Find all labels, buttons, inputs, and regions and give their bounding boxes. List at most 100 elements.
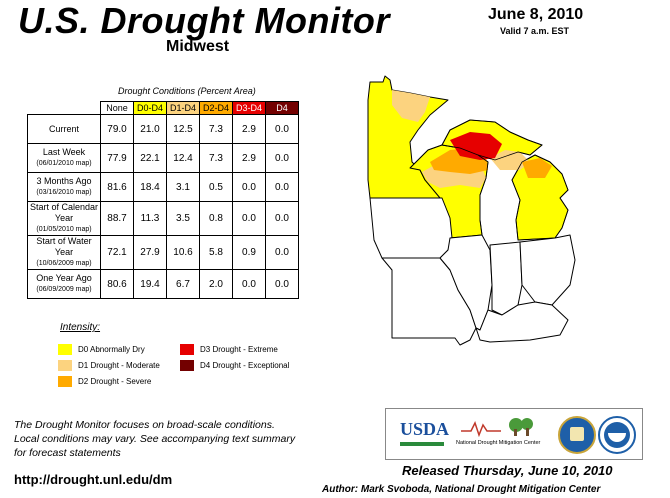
d3-area (450, 132, 502, 160)
table-row: 3 Months Ago (03/16/2010 map) 81.6 18.4 3… (27, 172, 299, 202)
ohio-outline (519, 234, 576, 306)
table-cell: 6.7 (166, 269, 200, 299)
region-label: Midwest (166, 38, 230, 55)
table-cell: 88.7 (100, 201, 134, 236)
table-cell: 11.3 (133, 201, 167, 236)
table-row: Last Week (06/01/2010 map) 77.9 22.1 12.4… (27, 143, 299, 173)
table-cell: 0.8 (199, 201, 233, 236)
d1-area-minnesota (392, 90, 430, 122)
website-link[interactable]: http://drought.unl.edu/dm (14, 472, 173, 487)
table-cell: 72.1 (100, 235, 134, 270)
row-label-text: Start of Calendar Year (29, 202, 99, 223)
state-border-up (441, 119, 543, 161)
col-header: None (100, 101, 134, 115)
row-label: Start of Water Year (10/06/2009 map) (27, 235, 101, 270)
kentucky-outline (475, 301, 569, 343)
table-cell: 2.9 (232, 114, 266, 144)
row-label-date: (01/05/2010 map) (36, 226, 92, 233)
table-cell: 5.8 (199, 235, 233, 270)
row-label: 3 Months Ago (03/16/2010 map) (27, 172, 101, 202)
table-cell: 0.0 (232, 269, 266, 299)
disclaimer-text: The Drought Monitor focuses on broad-sca… (14, 418, 344, 460)
legend-label-d1: D1 Drought - Moderate (78, 361, 160, 370)
legend-swatch-d0 (58, 344, 72, 355)
state-border-mn-wi (409, 144, 489, 236)
table-row: Current 79.0 21.0 12.5 7.3 2.9 0.0 (27, 114, 299, 144)
legend-swatch-d3 (180, 344, 194, 355)
table-cell: 0.9 (232, 235, 266, 270)
noaa-logo-gull-icon (608, 433, 626, 442)
legend-swatch-d1 (58, 360, 72, 371)
legend-label-d3: D3 Drought - Extreme (200, 345, 278, 354)
row-label: Current (27, 114, 101, 144)
author-credit: Author: Mark Svoboda, National Drought M… (322, 484, 601, 495)
row-label-text: Start of Water Year (36, 236, 92, 257)
legend-title: Intensity: (60, 322, 101, 333)
table-cell: 79.0 (100, 114, 134, 144)
table-corner (28, 102, 101, 115)
row-label-text: Current (48, 123, 79, 134)
col-header: D2-D4 (199, 101, 233, 115)
map-title: U.S. Drought Monitor (18, 0, 390, 41)
legend-swatch-d4 (180, 360, 194, 371)
ndmc-logo-graphic (461, 415, 541, 438)
legend-label-d0: D0 Abnormally Dry (78, 345, 145, 354)
disclaimer-line: for forecast statements (14, 447, 121, 459)
row-label-date: (06/09/2009 map) (36, 286, 92, 293)
table-row: One Year Ago (06/09/2009 map) 80.6 19.4 6… (27, 269, 299, 299)
col-header: D0-D4 (133, 101, 167, 115)
table-cell: 21.0 (133, 114, 167, 144)
table-caption: Drought Conditions (Percent Area) (118, 86, 256, 96)
commerce-seal-icon (558, 416, 596, 454)
table-cell: 81.6 (100, 172, 134, 202)
valid-time: Valid 7 a.m. EST (500, 26, 570, 36)
usda-logo-stripe (400, 442, 444, 446)
logo-bar: USDA National Drought Mitigation Center (385, 408, 643, 460)
col-header: D4 (265, 101, 299, 115)
table-cell: 3.1 (166, 172, 200, 202)
d2-area-lp (522, 158, 552, 178)
table-cell: 0.0 (232, 201, 266, 236)
row-label-text: 3 Months Ago (36, 176, 92, 186)
release-date: Released Thursday, June 10, 2010 (402, 463, 613, 478)
col-header: D3-D4 (232, 101, 266, 115)
table-cell: 0.0 (265, 143, 299, 173)
table-cell: 2.0 (199, 269, 233, 299)
table-cell: 7.3 (199, 143, 233, 173)
table-cell: 2.9 (232, 143, 266, 173)
table-row: Start of Water Year (10/06/2009 map) 72.1… (27, 235, 299, 270)
table-row: Start of Calendar Year (01/05/2010 map) 8… (27, 201, 299, 236)
table-header-row: None D0-D4 D1-D4 D2-D4 D3-D4 D4 (28, 101, 299, 115)
table-cell: 0.0 (265, 114, 299, 144)
table-cell: 12.5 (166, 114, 200, 144)
row-label: Start of Calendar Year (01/05/2010 map) (27, 201, 101, 236)
legend-swatch-d2 (58, 376, 72, 387)
disclaimer-line: The Drought Monitor focuses on broad-sca… (14, 419, 275, 431)
ndmc-logo-icon (461, 418, 533, 438)
indiana-outline (489, 241, 523, 316)
iowa-outline (369, 197, 453, 259)
table-cell: 0.0 (265, 172, 299, 202)
table-cell: 0.0 (265, 235, 299, 270)
legend-label-d4: D4 Drought - Exceptional (200, 361, 290, 370)
table-cell: 22.1 (133, 143, 167, 173)
usda-logo: USDA (400, 419, 450, 439)
row-label: Last Week (06/01/2010 map) (27, 143, 101, 173)
table-cell: 10.6 (166, 235, 200, 270)
table-cell: 3.5 (166, 201, 200, 236)
table-cell: 80.6 (100, 269, 134, 299)
row-label-text: Last Week (42, 147, 86, 157)
disclaimer-line: Local conditions may vary. See accompany… (14, 433, 296, 445)
table-cell: 0.5 (199, 172, 233, 202)
table-cell: 77.9 (100, 143, 134, 173)
legend-label-d2: D2 Drought - Severe (78, 377, 152, 386)
row-label: One Year Ago (06/09/2009 map) (27, 269, 101, 299)
table-cell: 7.3 (199, 114, 233, 144)
ndmc-logo-text: National Drought Mitigation Center (456, 440, 541, 446)
state-border-lp (511, 154, 569, 241)
table-cell: 0.0 (232, 172, 266, 202)
table-cell: 0.0 (265, 201, 299, 236)
midwest-map (367, 75, 576, 346)
commerce-seal-shield-icon (570, 427, 584, 441)
table-cell: 0.0 (265, 269, 299, 299)
